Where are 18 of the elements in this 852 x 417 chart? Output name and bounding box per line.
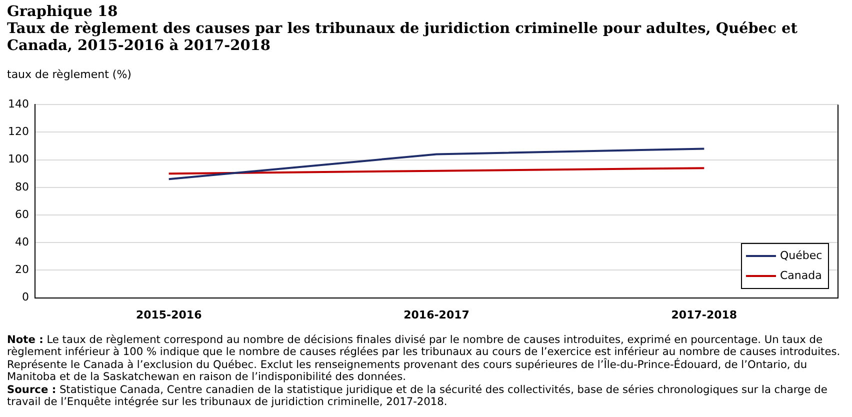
- x-tick-label: 2016-2017: [404, 308, 470, 322]
- chart-subtitle: Taux de règlement des causes par les tribunaux de juridiction criminelle pour adultes, Québec et Canada, 2015-2016 à 2017-2018: [7, 20, 798, 54]
- y-axis-title: taux de règlement (%): [7, 68, 132, 81]
- y-tick-label: 80: [15, 180, 29, 194]
- y-tick-label: 20: [15, 263, 29, 276]
- y-tick-label: 40: [15, 235, 29, 248]
- y-tick-label: 100: [8, 152, 29, 166]
- y-tick-label: 0: [22, 290, 29, 304]
- chart-title: Graphique 18: [7, 3, 119, 20]
- legend-label: Québec: [780, 248, 822, 264]
- y-tick-label: 60: [15, 208, 29, 221]
- y-tick-label: 140: [8, 97, 29, 110]
- legend-label: Canada: [780, 268, 822, 284]
- text: Note : Le taux de règlement correspond au nombre de décisions finales divisé par le nombre de causes introduites, exprimé en pourcentage. Un taux de règlement inférieur à 100 % indique que le nombre de causes réglées par les tribunaux au cours de l’exercice est inférieur au nombre de causes introduites. Représente le Canada à l’exclusion du Québec. Exclut les renseignements provenant des cours supérieures de l’Île-du-Prince-Édouard, de l’Ontario, du Manitoba et de la Saskatchewan en raison de l’indisponibilité des données.: [7, 334, 842, 384]
- source-note: Source : Statistique Canada, Centre canadien de la statistique juridique et de la sécurité des collectivités, base de séries chronologiques sur la charge de travail de l’Enquête intégrée sur les tribunaux de juridiction criminelle, 2017-2018.: [7, 384, 828, 408]
- x-tick-label: 2015-2016: [136, 308, 202, 322]
- y-tick-label: 120: [8, 125, 29, 138]
- x-tick-label: 2017-2018: [671, 308, 738, 322]
